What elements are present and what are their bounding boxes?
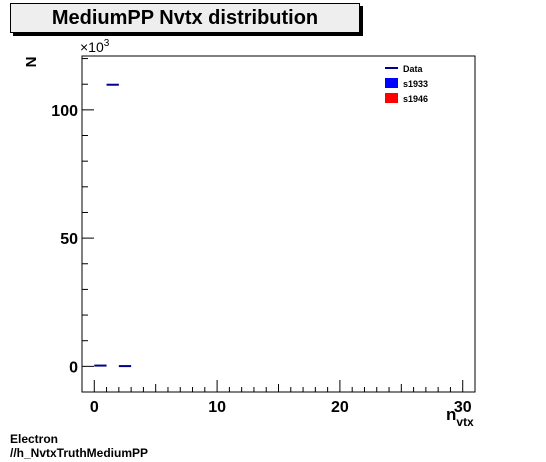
plot-frame <box>81 55 476 393</box>
y-multiplier-exponent: 3 <box>104 38 110 49</box>
legend-marker-s1946 <box>385 93 398 103</box>
y-tick-label: 100 <box>51 103 78 120</box>
x-axis-label-sub: vtx <box>456 415 474 429</box>
footer-line-2: //h_NvtxTruthMediumPP <box>10 446 149 460</box>
x-axis-label-main: n <box>446 405 456 424</box>
legend-label-s1946: s1946 <box>403 94 428 104</box>
chart-title: MediumPP Nvtx distribution <box>10 3 360 33</box>
x-tick-label: 20 <box>331 399 349 416</box>
x-tick-label: 10 <box>208 399 226 416</box>
y-multiplier-base: ×10 <box>80 39 104 55</box>
x-tick-label: 0 <box>90 399 99 416</box>
legend-label-data: Data <box>403 64 424 74</box>
x-tick-label: 30 <box>454 399 472 416</box>
y-axis-label: N <box>23 57 40 68</box>
legend-marker-s1933 <box>385 78 398 88</box>
y-tick-label: 50 <box>60 231 78 248</box>
y-tick-label: 0 <box>69 359 78 376</box>
y-axis-multiplier: ×103 <box>80 38 110 55</box>
legend-label-s1933: s1933 <box>403 79 428 89</box>
x-axis-label: nvtx <box>446 405 474 429</box>
footer-line-1: Electron <box>10 432 59 446</box>
